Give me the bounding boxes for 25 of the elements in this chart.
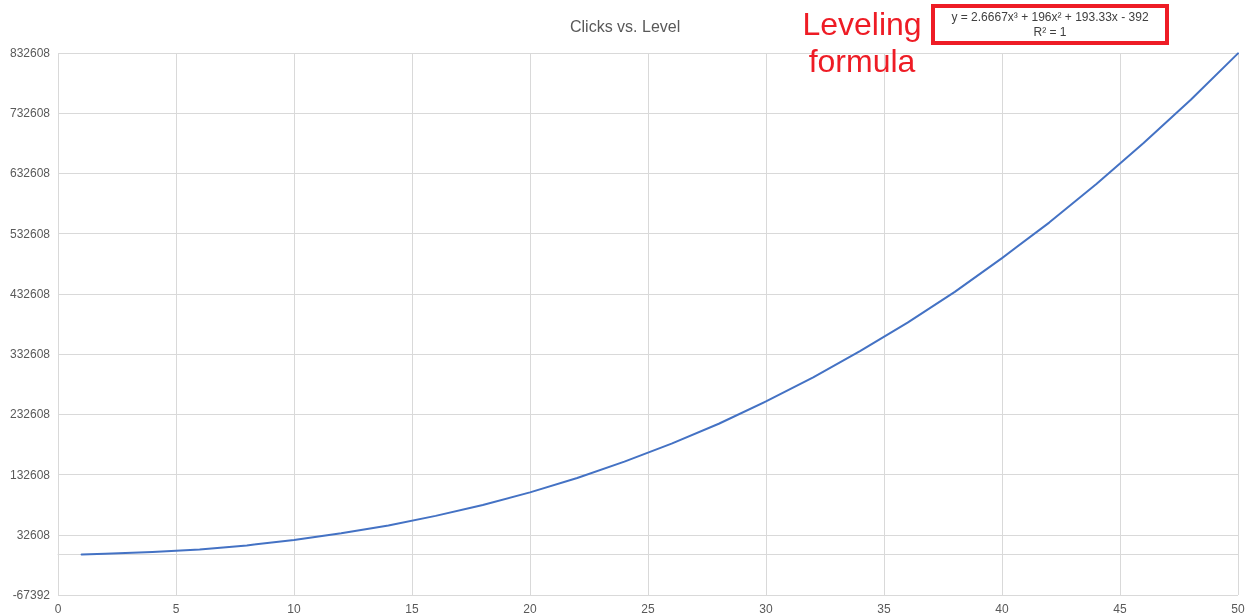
x-tick-label: 40 xyxy=(995,602,1009,615)
y-tick-label: 232608 xyxy=(9,407,51,422)
text: y = 2.6667x³ + 196x² + 193.33x - 392 xyxy=(950,10,1150,25)
y-tick-label: 432608 xyxy=(9,286,51,301)
y-tick-label: 732608 xyxy=(9,106,51,121)
x-tick-label: 35 xyxy=(877,602,891,615)
annotation: Leveling formula xyxy=(801,6,923,80)
text: R² = 1 xyxy=(1032,25,1068,40)
x-tick-label: 15 xyxy=(405,602,419,615)
x-tick-label: 25 xyxy=(641,602,655,615)
chart-title: Clicks vs. Level xyxy=(570,17,681,35)
y-tick-label: -67392 xyxy=(12,588,51,602)
y-tick-label: 332608 xyxy=(9,347,51,362)
y-tick-label: 532608 xyxy=(9,226,51,241)
x-tick-label: 30 xyxy=(759,602,773,615)
x-tick-label: 0 xyxy=(54,602,62,615)
x-tick-label: 5 xyxy=(172,602,180,615)
y-tick-label: 832608 xyxy=(9,46,51,60)
y-tick-label: 632608 xyxy=(9,166,51,181)
y-tick-label: 132608 xyxy=(9,467,51,482)
x-tick-label: 10 xyxy=(287,602,301,615)
x-tick-label: 20 xyxy=(523,602,537,615)
x-tick-label: 50 xyxy=(1231,602,1245,615)
y-tick-label: 32608 xyxy=(16,527,51,542)
x-tick-label: 45 xyxy=(1113,602,1127,615)
